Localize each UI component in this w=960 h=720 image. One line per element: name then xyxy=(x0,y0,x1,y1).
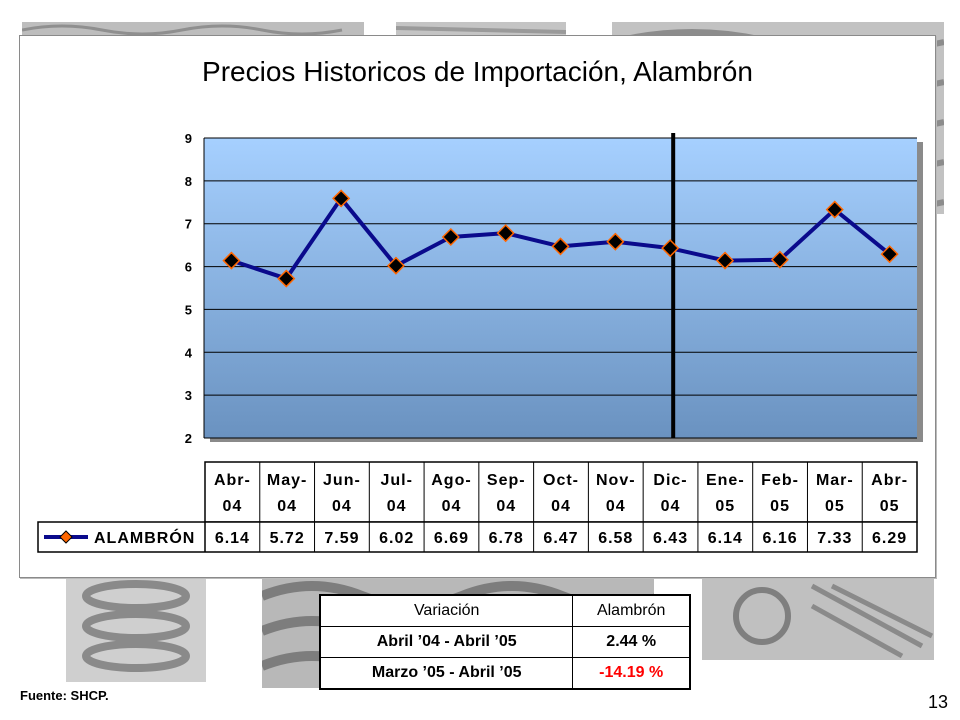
data-point xyxy=(222,251,241,270)
variation-header-value: Alambrón xyxy=(572,594,691,627)
variation-table-header: Variación Alambrón xyxy=(319,594,691,627)
plot-area xyxy=(204,138,917,438)
data-table-value: 6.02 xyxy=(379,530,414,547)
y-tick-label: 2 xyxy=(185,431,192,446)
x-category-label: Sep- xyxy=(487,472,526,489)
data-point xyxy=(606,232,625,251)
x-category-label: Abr- xyxy=(871,472,908,489)
data-table-value: 6.78 xyxy=(489,530,524,547)
data-point xyxy=(825,200,844,219)
line-chart: 2 3 4 5 6 7 8 9 Abr- 04 6.14 May- 04 5.72 Jun- 04 7.59 Ju… xyxy=(37,131,923,553)
data-point xyxy=(332,189,351,208)
x-category-label: 04 xyxy=(606,498,626,515)
x-category-label: Mar- xyxy=(816,472,854,489)
variation-header-period: Variación xyxy=(319,594,574,627)
data-table-value: 7.59 xyxy=(324,530,359,547)
data-point xyxy=(551,237,570,256)
x-category-label: May- xyxy=(267,472,307,489)
variation-table: Variación Alambrón Abril ’04 - Abril ’05… xyxy=(319,594,691,690)
data-table-value: 5.72 xyxy=(270,530,305,547)
background-photo-top-left xyxy=(22,22,364,36)
x-category-label: 05 xyxy=(880,498,900,515)
x-category-label: Nov- xyxy=(596,472,636,489)
x-category-label: Ene- xyxy=(706,472,745,489)
x-category-label: 04 xyxy=(661,498,681,515)
x-category-label: Jun- xyxy=(323,472,361,489)
legend-marker-key xyxy=(59,530,73,544)
data-table-value-row xyxy=(37,521,918,553)
data-table-value: 6.47 xyxy=(543,530,578,547)
table-row: Marzo ’05 - Abril ’05 -14.19 % xyxy=(319,657,691,690)
data-table-value: 6.16 xyxy=(763,530,798,547)
data-table-value: 6.58 xyxy=(598,530,633,547)
y-tick-label: 3 xyxy=(185,388,192,403)
data-point xyxy=(715,251,735,270)
x-category-label: Ago- xyxy=(431,472,471,489)
y-tick-label: 4 xyxy=(185,345,193,360)
x-category-label: Feb- xyxy=(761,472,799,489)
x-category-label: 05 xyxy=(825,498,845,515)
x-category-label: 04 xyxy=(442,498,462,515)
x-category-label: Abr- xyxy=(214,472,251,489)
source-note: Fuente: SHCP. xyxy=(20,688,109,703)
data-point xyxy=(441,227,460,247)
legend-series-name: ALAMBRÓN xyxy=(94,528,195,547)
data-point xyxy=(277,269,296,288)
variation-value-negative: -14.19 % xyxy=(572,657,691,690)
x-category-label: 04 xyxy=(222,498,242,515)
data-point xyxy=(386,256,406,275)
background-photo-wire-mesh xyxy=(702,576,934,660)
data-table-value: 6.29 xyxy=(872,530,907,547)
data-point xyxy=(661,239,680,258)
x-category-label: Dic- xyxy=(653,472,687,489)
x-category-label: 04 xyxy=(387,498,407,515)
background-photo-springs xyxy=(66,576,206,682)
data-table-value: 6.14 xyxy=(708,530,743,547)
variation-period: Abril ’04 - Abril ’05 xyxy=(319,626,574,658)
page-number: 13 xyxy=(927,692,948,712)
y-tick-label: 5 xyxy=(185,302,192,317)
background-photo-top-center xyxy=(396,22,566,36)
chart-panel: Precios Historicos de Importación, Alamb… xyxy=(19,35,936,578)
data-table-header-row xyxy=(204,461,918,523)
y-tick-label: 8 xyxy=(185,174,192,189)
x-category-label: 04 xyxy=(496,498,516,515)
data-point xyxy=(496,224,515,243)
x-category-label: 05 xyxy=(770,498,790,515)
variation-value: 2.44 % xyxy=(572,626,691,658)
x-category-label: 04 xyxy=(277,498,297,515)
y-tick-label: 6 xyxy=(185,260,192,275)
y-tick-label: 7 xyxy=(185,217,192,232)
variation-period: Marzo ’05 - Abril ’05 xyxy=(319,657,574,690)
x-category-label: 04 xyxy=(332,498,352,515)
data-table-value: 6.69 xyxy=(434,530,469,547)
data-point xyxy=(880,245,899,264)
x-category-label: 04 xyxy=(551,498,571,515)
x-category-label: Oct- xyxy=(543,472,579,489)
y-tick-label: 9 xyxy=(185,131,192,146)
x-category-label: 05 xyxy=(715,498,735,515)
x-category-label: Jul- xyxy=(380,472,412,489)
table-row: Abril ’04 - Abril ’05 2.44 % xyxy=(319,626,691,658)
data-table-value: 7.33 xyxy=(817,530,852,547)
data-point xyxy=(770,250,789,269)
data-table-value: 6.43 xyxy=(653,530,688,547)
chart-title: Precios Historicos de Importación, Alamb… xyxy=(202,56,753,87)
data-table-value: 6.14 xyxy=(215,530,250,547)
